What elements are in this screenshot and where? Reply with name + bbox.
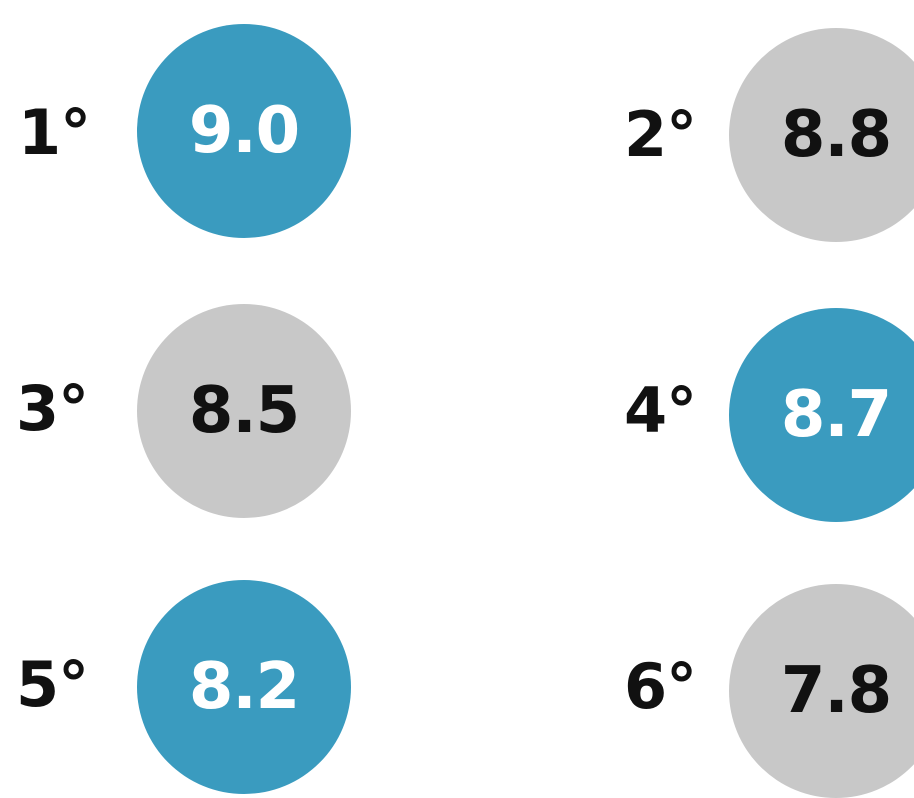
score-circle-4: 8.7 bbox=[729, 308, 914, 522]
rank-label-4: 4° bbox=[624, 374, 697, 447]
score-circle-2: 8.8 bbox=[729, 28, 914, 242]
rank-label-6: 6° bbox=[624, 650, 697, 723]
score-circle-1: 9.0 bbox=[137, 24, 351, 238]
score-value-3: 8.5 bbox=[188, 374, 300, 448]
rank-label-2: 2° bbox=[624, 98, 697, 171]
score-circle-6: 7.8 bbox=[729, 584, 914, 798]
score-circle-3: 8.5 bbox=[137, 304, 351, 518]
score-value-4: 8.7 bbox=[780, 378, 892, 452]
rank-label-5: 5° bbox=[16, 648, 89, 721]
score-circle-5: 8.2 bbox=[137, 580, 351, 794]
score-value-1: 9.0 bbox=[188, 94, 300, 168]
rank-label-1: 1° bbox=[18, 96, 91, 169]
score-value-6: 7.8 bbox=[780, 654, 892, 728]
score-value-2: 8.8 bbox=[780, 98, 892, 172]
rank-label-3: 3° bbox=[16, 372, 89, 445]
score-value-5: 8.2 bbox=[188, 650, 300, 724]
